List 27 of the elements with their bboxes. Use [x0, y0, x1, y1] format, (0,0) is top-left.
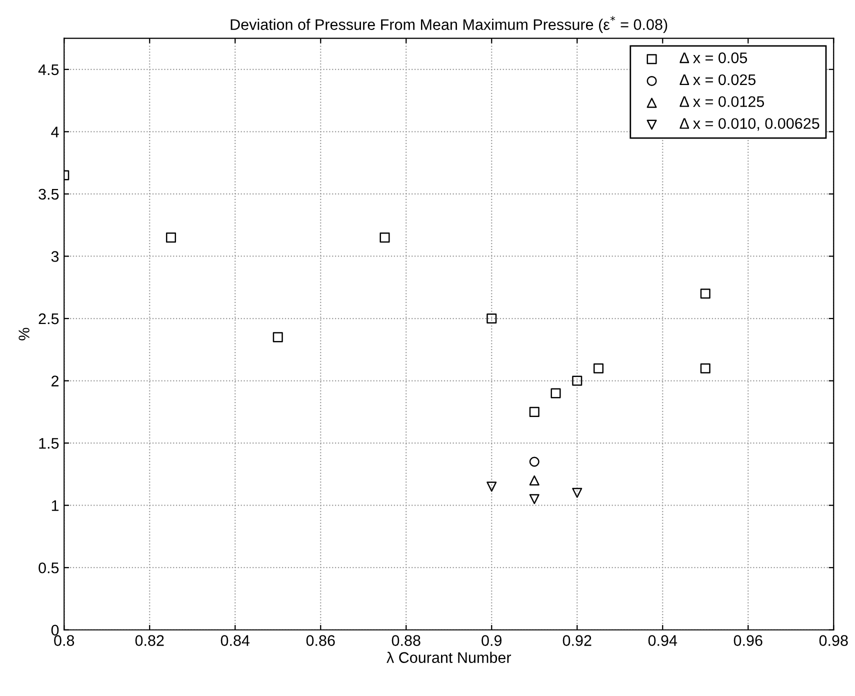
y-tick-label: 3 [51, 251, 59, 262]
y-tick-label: 3.5 [38, 188, 59, 200]
y-tick-label: 4 [51, 126, 59, 138]
y-tick-label: 1 [52, 500, 59, 511]
x-tick-label: 0.8 [54, 635, 74, 646]
y-tick-label: 2 [52, 376, 58, 386]
y-axis-title: % [18, 328, 30, 340]
legend-label: Δ x = 0.025 [680, 74, 756, 86]
x-tick-label: 0.96 [734, 635, 762, 646]
x-tick-label: 0.98 [819, 635, 848, 646]
y-tick-label: 1.5 [39, 438, 59, 449]
x-tick-label: 0.92 [562, 635, 592, 646]
y-tick-label: 0 [51, 624, 59, 636]
x-tick-label: 0.9 [482, 635, 502, 646]
y-tick-label: 4.5 [38, 64, 59, 76]
x-tick-label: 0.84 [220, 635, 250, 646]
x-tick-label: 0.82 [135, 635, 164, 646]
x-tick-label: 0.88 [392, 635, 420, 646]
x-tick-label: 0.94 [648, 635, 678, 646]
y-tick-label: 0.5 [38, 562, 59, 574]
legend-label: Δ x = 0.010, 0.00625 [680, 118, 820, 131]
legend-label: Δ x = 0.05 [680, 52, 748, 64]
y-tick-label: 2.5 [38, 313, 59, 324]
x-tick-label: 0.86 [306, 635, 335, 646]
chart-title: Deviation of Pressure From Mean Maximum Pressure (ε$^{*}$ = 0.08) [230, 16, 668, 33]
legend-label: Δ x = 0.0125 [680, 96, 764, 108]
x-axis-title: λ Courant Number [386, 652, 512, 663]
